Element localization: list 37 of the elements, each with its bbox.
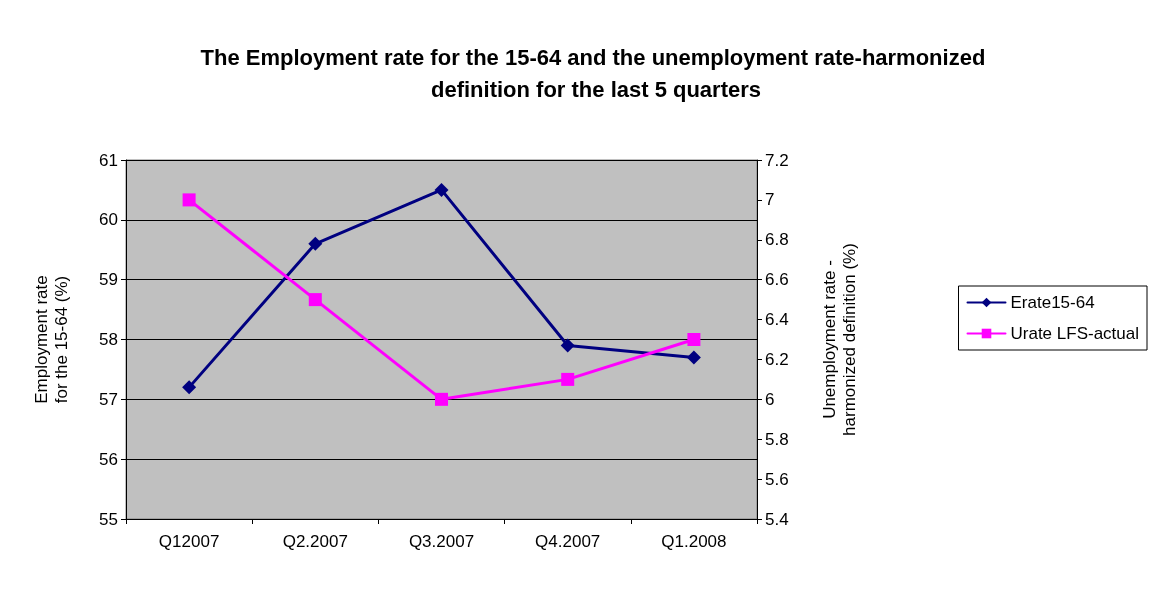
y2-tick-label: 6.8: [765, 230, 789, 250]
legend-label: Erate15-64: [1010, 293, 1095, 312]
y-tick-label: 57: [99, 389, 118, 409]
y2-tick-label: 5.6: [765, 469, 789, 489]
chart-title: The Employment rate for the 15-64 and the unemployment rate-harmonized definition for the last 5 quarters: [200, 44, 992, 102]
y2-axis-title: Unemployment rate - harmonized definition (%): [819, 243, 859, 436]
y-tick-label: 56: [99, 449, 118, 469]
y-tick-label: 58: [99, 330, 118, 349]
point: [182, 380, 197, 395]
point: [308, 236, 323, 251]
x-tick-label: Q1.2008: [661, 532, 727, 551]
y2-tick-label: 5.4: [765, 509, 789, 529]
y2-tick-label: 6: [765, 389, 775, 409]
y2-tick-label: 7: [765, 190, 775, 210]
x-tick-label: Q12007: [158, 532, 220, 551]
y-tick-label: 61: [99, 150, 118, 170]
y2-tick-label: 6.6: [765, 270, 789, 290]
point: [435, 392, 448, 406]
point: [686, 350, 701, 365]
point: [560, 338, 575, 353]
y-tick-label: 60: [99, 210, 118, 230]
y2-tick-label: 6.4: [765, 310, 789, 330]
y2-tick-label: 6.2: [765, 349, 789, 369]
point: [182, 193, 196, 207]
point: [687, 333, 701, 346]
x-tick-label: Q2.2007: [282, 532, 348, 551]
y2-tick-label: 7.2: [765, 150, 789, 170]
point: [308, 293, 322, 307]
legend-label: Urate LFS-actual: [1010, 324, 1139, 343]
y-tick-label: 55: [99, 509, 118, 529]
x-tick-label: Q4.2007: [535, 532, 601, 551]
y2-tick-label: 5.8: [765, 429, 789, 449]
y-axis-title: Employment rate for the 15-64 (%): [31, 275, 71, 404]
point: [561, 372, 575, 386]
point: [434, 182, 449, 197]
y-tick-label: 59: [99, 270, 118, 290]
x-tick-label: Q3.2007: [408, 532, 475, 551]
